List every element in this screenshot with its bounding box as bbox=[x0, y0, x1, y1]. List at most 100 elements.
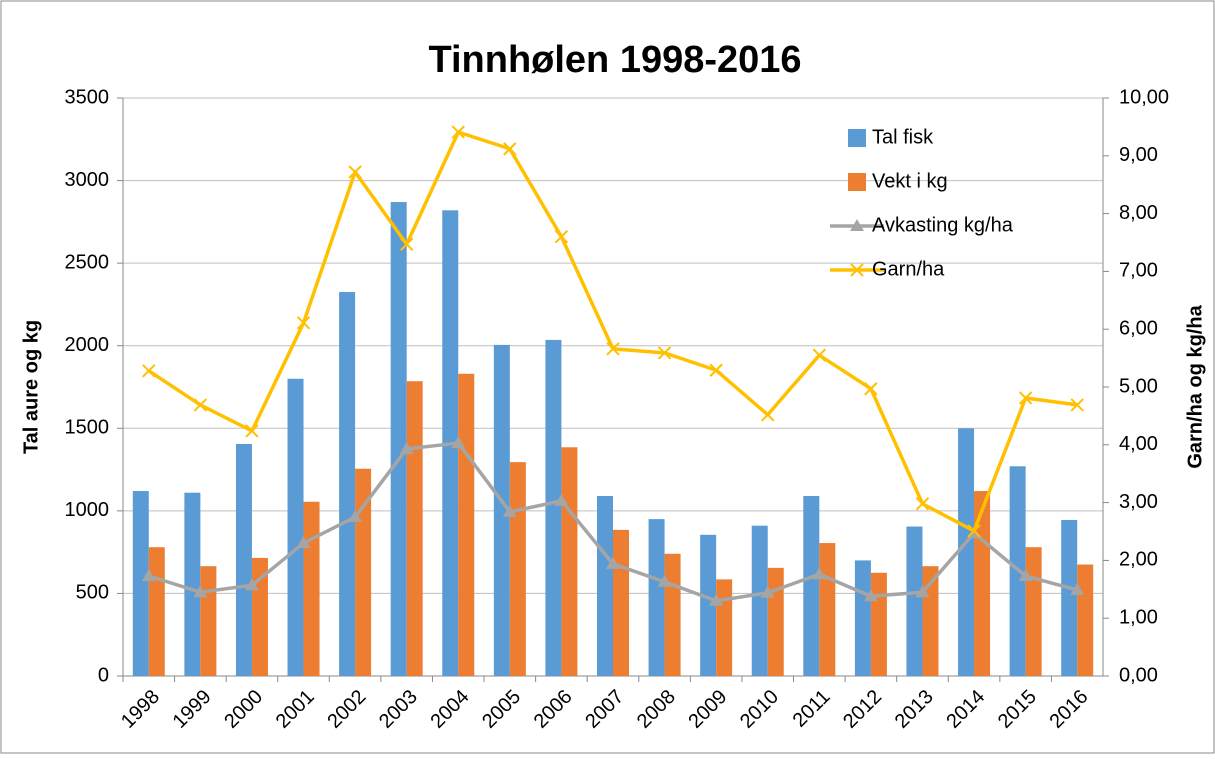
y-tick-label: 500 bbox=[76, 582, 109, 604]
bar bbox=[974, 491, 991, 676]
y2-tick-label: 7,00 bbox=[1119, 260, 1158, 282]
bar bbox=[303, 501, 320, 676]
line-marker bbox=[657, 574, 672, 587]
line-marker bbox=[812, 567, 827, 580]
y2-tick-label: 0,00 bbox=[1119, 664, 1158, 686]
bar bbox=[406, 381, 423, 676]
line-marker bbox=[193, 585, 208, 598]
y-tick-label: 2500 bbox=[65, 251, 110, 273]
line-marker bbox=[1018, 391, 1033, 405]
chart-title: Tinnhølen 1998-2016 bbox=[428, 39, 801, 81]
line-marker bbox=[915, 585, 930, 598]
line-marker bbox=[812, 348, 827, 362]
line-marker bbox=[554, 230, 569, 244]
bar bbox=[545, 339, 562, 676]
bar bbox=[906, 526, 923, 676]
bar bbox=[493, 344, 510, 676]
y-tick-label: 1500 bbox=[65, 417, 110, 439]
bar bbox=[200, 566, 217, 676]
line-marker bbox=[1070, 398, 1084, 412]
legend-marker bbox=[850, 263, 864, 277]
legend-label: Tal fisk bbox=[872, 126, 934, 148]
bar bbox=[803, 495, 820, 676]
line-marker bbox=[915, 497, 930, 511]
line-marker bbox=[244, 578, 259, 591]
line-marker bbox=[760, 585, 775, 598]
bar bbox=[561, 447, 578, 676]
line-marker bbox=[1018, 569, 1033, 582]
line-marker bbox=[451, 125, 465, 139]
legend-swatch bbox=[848, 173, 866, 191]
line-marker bbox=[709, 593, 724, 606]
line-marker bbox=[967, 524, 981, 538]
bar bbox=[458, 373, 475, 676]
bar bbox=[287, 378, 304, 676]
bar bbox=[716, 579, 733, 676]
line-marker bbox=[761, 408, 775, 422]
bar bbox=[597, 495, 613, 676]
line-marker bbox=[399, 237, 414, 251]
y-axis-label: Tal aure og kg bbox=[20, 320, 42, 454]
y2-tick-label: 3,00 bbox=[1119, 491, 1158, 513]
line-marker bbox=[1070, 582, 1085, 595]
bar bbox=[148, 547, 165, 676]
bar bbox=[819, 543, 836, 676]
bar bbox=[1061, 519, 1078, 676]
line-marker bbox=[502, 504, 517, 517]
y2-tick-label: 5,00 bbox=[1119, 375, 1158, 397]
bar bbox=[648, 519, 665, 676]
line-marker bbox=[399, 441, 414, 454]
line-marker bbox=[348, 510, 363, 523]
y2-tick-label: 6,00 bbox=[1119, 317, 1158, 339]
legend-marker bbox=[850, 219, 864, 231]
bar bbox=[854, 560, 871, 676]
line-marker bbox=[554, 493, 569, 506]
y2-tick-label: 10,00 bbox=[1119, 86, 1169, 108]
bar bbox=[870, 572, 887, 676]
bar bbox=[1077, 564, 1094, 676]
bar bbox=[958, 428, 975, 676]
bar bbox=[1025, 547, 1042, 676]
bar bbox=[613, 529, 629, 676]
legend-label: Avkasting kg/ha bbox=[872, 214, 1014, 236]
line-marker bbox=[245, 424, 259, 438]
line-marker bbox=[503, 142, 517, 156]
y2-tick-label: 4,00 bbox=[1119, 433, 1158, 455]
legend-label: Vekt i kg bbox=[872, 170, 948, 192]
bar bbox=[664, 553, 681, 676]
line-marker bbox=[296, 316, 311, 330]
line-marker bbox=[451, 436, 466, 449]
bar bbox=[751, 525, 768, 676]
legend-swatch bbox=[848, 129, 866, 147]
line-marker bbox=[709, 363, 723, 377]
bar bbox=[132, 491, 149, 676]
y-tick-label: 3500 bbox=[65, 86, 110, 108]
y2-tick-label: 1,00 bbox=[1119, 606, 1158, 628]
line-marker bbox=[296, 536, 311, 549]
y2-tick-label: 9,00 bbox=[1119, 144, 1158, 166]
bar bbox=[390, 202, 407, 677]
y-tick-label: 2000 bbox=[65, 334, 110, 356]
line-marker bbox=[863, 589, 878, 602]
y-tick-label: 0 bbox=[98, 664, 109, 686]
line-marker bbox=[606, 556, 620, 569]
bar bbox=[700, 534, 717, 676]
bar bbox=[509, 462, 526, 676]
line-marker bbox=[193, 398, 208, 412]
line-marker bbox=[142, 364, 156, 378]
legend-label: Garn/ha bbox=[872, 258, 945, 280]
bar bbox=[184, 492, 201, 676]
bar bbox=[767, 567, 784, 676]
bar bbox=[339, 292, 356, 676]
y2-tick-label: 8,00 bbox=[1119, 202, 1158, 224]
y2-tick-label: 2,00 bbox=[1119, 549, 1158, 571]
y-tick-label: 3000 bbox=[65, 169, 110, 191]
y2-axis-label: Garn/ha og kg/ha bbox=[1184, 304, 1206, 468]
line-marker bbox=[348, 165, 362, 179]
bar bbox=[235, 443, 252, 676]
y-tick-label: 1000 bbox=[65, 499, 110, 521]
line-marker bbox=[657, 346, 672, 360]
line-marker bbox=[141, 569, 156, 582]
